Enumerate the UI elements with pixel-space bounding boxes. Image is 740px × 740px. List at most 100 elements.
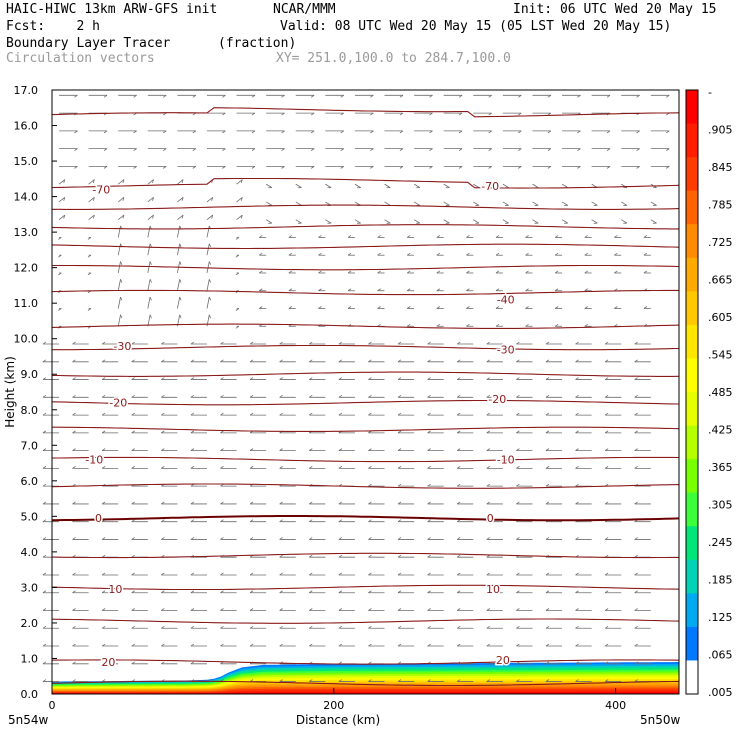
vector-arrow-head [222, 112, 226, 116]
vector-arrow-head [429, 166, 433, 169]
vector-arrow [265, 183, 273, 188]
model-title: HAIC-HIWC 13km ARW-GFS init [6, 2, 218, 17]
vector-arrow-head [456, 572, 461, 576]
vector-arrow-head [397, 554, 402, 558]
vector-arrow-head [604, 643, 609, 647]
vector-arrow-head [179, 243, 182, 248]
vector-arrow-head [309, 466, 313, 469]
vector-arrow [206, 214, 213, 220]
vector-arrow-head [429, 112, 433, 116]
temperature-contour-line [51, 680, 680, 687]
vector-arrow-head [131, 341, 135, 345]
vector-arrow-head [259, 306, 263, 309]
vector-arrow-head [643, 235, 648, 238]
vector-arrow-head [222, 148, 226, 151]
vector-arrow [88, 197, 95, 203]
vector-arrow-head [131, 608, 135, 611]
vector-arrow-head [545, 537, 550, 540]
vector-arrow-head [131, 590, 135, 594]
vector-arrow-head [42, 608, 47, 611]
vector-arrow-head [545, 679, 550, 682]
colorbar-swatch [686, 626, 698, 661]
vector-arrow [147, 197, 154, 203]
vector-arrow-head [120, 314, 123, 319]
vector-arrow-head [584, 235, 588, 238]
vector-arrow-head [377, 252, 381, 256]
vector-arrow-head [397, 679, 402, 682]
vector-arrow-head [614, 288, 618, 292]
vector-arrow-head [249, 448, 254, 451]
vector-arrow-head [131, 430, 135, 434]
vector-arrow-head [92, 179, 95, 184]
vector-arrow [177, 225, 181, 238]
vector-arrow-head [161, 608, 165, 611]
vector-arrow-head [249, 519, 254, 523]
vector-arrow-head [338, 590, 343, 594]
vector-arrow-head [338, 625, 343, 629]
vector-arrow-head [488, 94, 492, 98]
vector-arrow-head [518, 94, 522, 98]
vector-arrow-head [525, 323, 529, 327]
colorbar-swatch [686, 190, 698, 225]
vector-arrow-head [161, 625, 165, 629]
vector-arrow-head [338, 394, 343, 398]
vector-arrow-head [133, 130, 137, 134]
contour-label: -10 [85, 454, 103, 467]
vector-arrow-head [58, 237, 62, 240]
y-tick-label: 2.0 [21, 617, 39, 630]
vector-arrow-head [190, 466, 195, 469]
vector-arrow-head [636, 94, 640, 98]
vector-arrow-head [131, 643, 135, 647]
vector-arrow-head [161, 661, 165, 665]
vector-arrow [88, 179, 95, 185]
vector-arrow-head [575, 537, 579, 540]
vector-arrow-head [235, 308, 240, 311]
vector-arrow-head [249, 394, 254, 398]
vector-arrow-head [220, 590, 224, 594]
vector-arrow-head [101, 394, 106, 398]
vector-arrow-head [42, 341, 47, 345]
vector-arrow-head [427, 448, 431, 451]
vector-arrow-head [397, 501, 402, 505]
vector-arrow-head [72, 643, 76, 647]
vector-arrow-head [643, 306, 648, 309]
vector-arrow-head [525, 288, 529, 292]
vector-arrow-head [545, 625, 550, 629]
vector-arrow-head [604, 501, 609, 505]
vector-arrow-head [249, 537, 254, 540]
vector-arrow-head [456, 554, 461, 558]
vector-arrow-head [606, 130, 611, 134]
vector-arrow-head [665, 130, 670, 134]
vector-arrow-head [368, 661, 372, 665]
y-axis-label: Height (km) [3, 356, 17, 427]
vector-arrow-head [486, 625, 490, 629]
vector-arrow-head [427, 394, 431, 398]
vector-arrow-head [456, 501, 461, 505]
vector-arrow-head [131, 394, 135, 398]
vector-arrow-head [575, 625, 579, 629]
vector-arrow-head [545, 377, 550, 380]
vector-arrow-head [525, 306, 529, 309]
vector-arrow [384, 183, 391, 188]
temperature-contour-line [51, 323, 680, 329]
colorbar-label: .665 [708, 274, 733, 287]
vector-arrow [650, 201, 657, 206]
vector-arrow-head [74, 94, 78, 98]
vector-arrow-head [486, 554, 490, 558]
vector-arrow-head [575, 572, 579, 576]
vector-arrow-head [427, 625, 431, 629]
contour-label: 0 [95, 512, 102, 525]
vector-arrow-head [72, 590, 76, 594]
vector-arrow-head [486, 341, 490, 345]
vector-arrow-head [222, 166, 226, 169]
vector-arrow-head [368, 501, 372, 505]
vector-arrow [58, 214, 66, 220]
vector-arrow-head [220, 625, 224, 629]
x-tick-label: 400 [605, 699, 626, 712]
vector-arrow-head [318, 306, 322, 309]
vector-arrow-head [604, 590, 609, 594]
vector-arrow-head [220, 608, 224, 611]
vector-arrow-head [456, 394, 461, 398]
vector-arrow-head [249, 377, 254, 380]
colorbar-label: .185 [708, 574, 733, 587]
